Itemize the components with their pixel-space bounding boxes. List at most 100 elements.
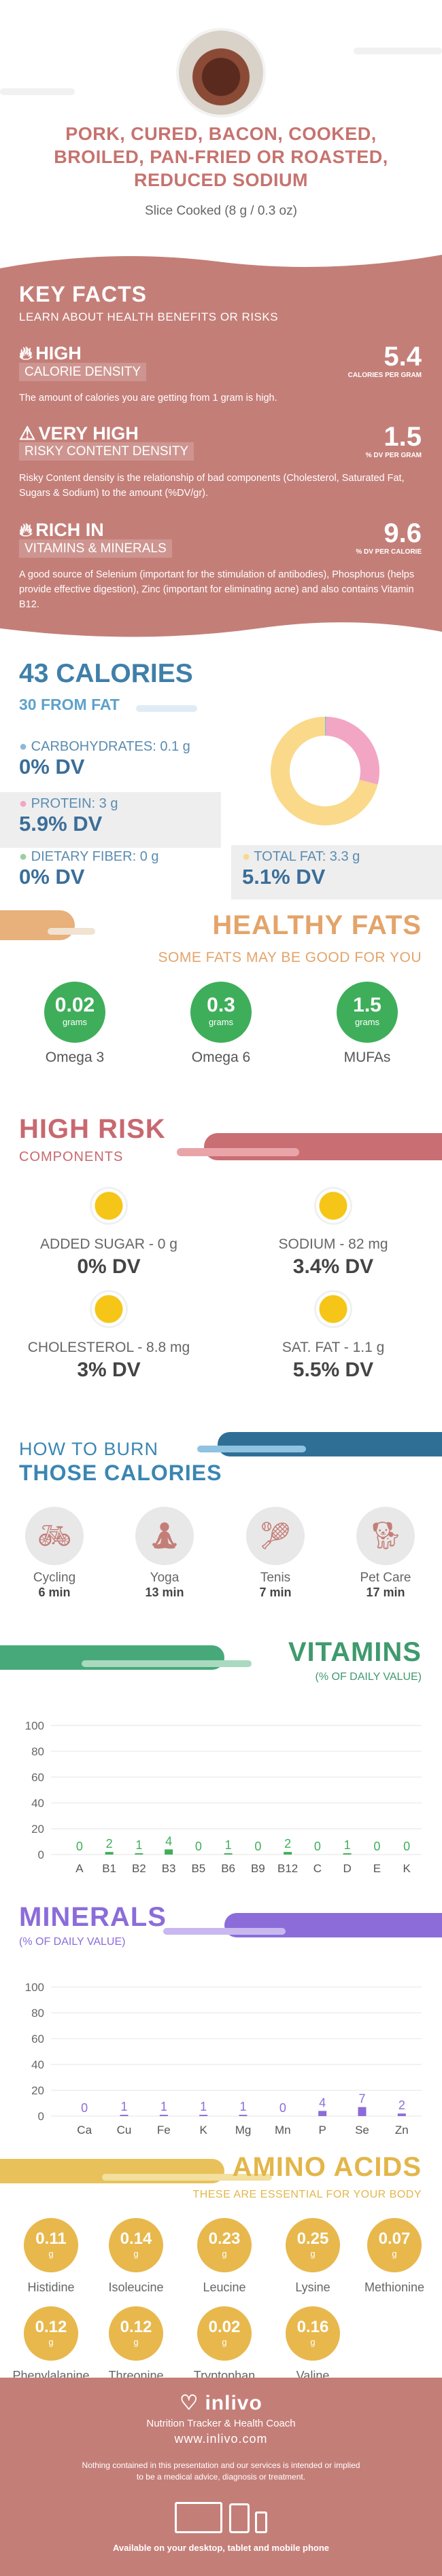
activity-name: Yoga <box>150 1571 180 1585</box>
x-tick-label: B1 <box>102 1862 116 1875</box>
bar <box>284 1852 292 1855</box>
disclaimer: Nothing contained in this presentation a… <box>82 2461 360 2482</box>
carbs-label: CARBOHYDRATES: 0.1 g <box>31 739 190 754</box>
y-tick-label: 80 <box>31 2007 44 2020</box>
fact-level: RICH IN <box>35 520 104 540</box>
brand-url[interactable]: www.inlivo.com <box>174 2432 268 2446</box>
calories-total: 43 CALORIES <box>19 659 193 688</box>
x-tick-label: B9 <box>251 1862 265 1875</box>
cycling-icon: 🚲︎ <box>25 1507 84 1565</box>
bar-value-label: 2 <box>284 1837 291 1850</box>
fat-stripe <box>231 845 442 899</box>
x-tick-label: E <box>373 1862 381 1875</box>
food-photo <box>179 31 263 115</box>
smiley-icon <box>316 1292 350 1326</box>
amino-value: 0.23 <box>208 2230 241 2248</box>
bar <box>343 1853 352 1855</box>
bar-value-label: 0 <box>76 1840 83 1853</box>
amino-value: 0.02 <box>208 2318 241 2336</box>
tennis-icon: 🎾︎ <box>246 1507 305 1565</box>
fact-unit: % DV PER GRAM <box>365 452 422 459</box>
bar <box>159 2115 168 2116</box>
bar <box>135 1853 143 1855</box>
y-tick-label: 100 <box>25 1981 44 1994</box>
vitamins-subtitle: (% OF DAILY VALUE) <box>315 1671 422 1683</box>
x-tick-label: C <box>313 1862 322 1875</box>
bar-value-label: 0 <box>314 1840 321 1853</box>
x-tick-label: Se <box>355 2124 369 2136</box>
x-tick-label: Zn <box>395 2124 409 2136</box>
fat-label: TOTAL FAT: 3.3 g <box>254 849 360 864</box>
fat-unit: grams <box>354 1017 380 1027</box>
minerals-title: MINERALS <box>19 1902 167 1932</box>
brand-name: inlivo <box>205 2392 262 2414</box>
amino-unit: g <box>222 2337 227 2347</box>
bar-value-label: 1 <box>344 1838 351 1852</box>
fat-value: 0.3 <box>207 994 235 1016</box>
amino-unit: g <box>310 2337 316 2347</box>
protein-label: PROTEIN: 3 g <box>31 796 118 811</box>
bar-value-label: 1 <box>239 2100 246 2113</box>
fact-label: VITAMINS & MINERALS <box>19 539 172 558</box>
decor-bar <box>48 928 95 935</box>
x-tick-label: Fe <box>157 2124 171 2136</box>
y-tick-label: 20 <box>31 2084 44 2097</box>
burn-title-line1: HOW TO BURN <box>19 1439 159 1459</box>
x-tick-label: A <box>75 1862 84 1875</box>
risk-dv: 3.4% DV <box>292 1255 374 1278</box>
pet-care-icon: 🐕︎ <box>356 1507 415 1565</box>
bar <box>224 1853 233 1855</box>
serving-size: Slice Cooked (8 g / 0.3 oz) <box>145 204 297 218</box>
activity-time: 7 min <box>259 1586 292 1599</box>
x-tick-label: B3 <box>162 1862 176 1875</box>
risk-label: SAT. FAT - 1.1 g <box>282 1340 385 1355</box>
amino-unit: g <box>133 2249 139 2259</box>
bar-value-label: 1 <box>160 2100 167 2113</box>
amino-value: 0.12 <box>120 2318 152 2336</box>
bar <box>318 2111 327 2116</box>
bar <box>358 2107 367 2116</box>
fact-unit: CALORIES PER GRAM <box>347 372 422 379</box>
bar <box>199 2115 208 2116</box>
bar-value-label: 1 <box>200 2100 207 2113</box>
amino-circle: 0.07 g <box>367 2218 422 2272</box>
amino-value: 0.16 <box>296 2318 329 2336</box>
risk-dv: 3% DV <box>77 1359 141 1381</box>
activity-item: 🧘︎ Yoga 13 min <box>127 1507 202 1600</box>
bar <box>120 2115 129 2116</box>
activity-item: 🎾︎ Tenis 7 min <box>238 1507 313 1600</box>
fat-dv: 5.1% DV <box>242 865 326 889</box>
fact-risky-density: ⚠︎ VERY HIGH RISKY CONTENT DENSITY <box>19 423 194 461</box>
amino-value: 0.14 <box>120 2230 152 2248</box>
risk-dv: 5.5% DV <box>292 1359 374 1381</box>
amino-circle: 0.16 g <box>286 2306 340 2361</box>
fact-label: CALORIE DENSITY <box>19 363 147 381</box>
minerals-bar-chart: 0 20 40 60 80 100 0 Ca 1 Cu 1 Fe 1 K 1 Mg 0 Mn 4 P 7 Se 2 Zn <box>25 1981 422 2136</box>
donut-slice-fat <box>271 717 378 825</box>
risk-label: ADDED SUGAR - 0 g <box>40 1236 177 1252</box>
fat-unit: grams <box>208 1017 234 1027</box>
fact-desc: A good source of Selenium (important for… <box>19 569 415 610</box>
fiber-dv: 0% DV <box>19 865 85 889</box>
fact-desc: The amount of calories you are getting f… <box>19 393 277 404</box>
fact-level: HIGH <box>35 343 82 363</box>
bar-value-label: 2 <box>106 1837 113 1850</box>
protein-block: ● PROTEIN: 3 g 5.9% DV <box>19 796 118 836</box>
warning-icon: ⚠︎ <box>19 423 36 444</box>
fact-value: 9.6 <box>384 518 422 548</box>
vitamins-bar-chart: 0 20 40 60 80 100 0 A 2 B1 1 B2 4 B3 0 B5 1 B6 0 B9 2 B12 0 C 1 D… <box>25 1719 422 1875</box>
amino-label: Methionine <box>364 2280 425 2294</box>
amino-unit: g <box>392 2249 397 2259</box>
x-tick-label: P <box>318 2124 326 2136</box>
fact-value: 5.4 <box>384 342 422 372</box>
high-risk-subtitle: COMPONENTS <box>19 1149 124 1164</box>
dot-icon: ● <box>19 796 28 811</box>
amino-circle: 0.14 g <box>109 2218 163 2272</box>
activity-name: Pet Care <box>360 1571 411 1585</box>
bar-value-label: 1 <box>135 1838 142 1852</box>
decor-lines <box>354 48 442 54</box>
x-tick-label: Cu <box>117 2124 132 2136</box>
fact-desc: Risky Content density is the relationshi… <box>19 473 405 499</box>
healthy-fats-subtitle: SOME FATS MAY BE GOOD FOR YOU <box>158 950 422 965</box>
amino-label: Leucine <box>203 2280 246 2294</box>
